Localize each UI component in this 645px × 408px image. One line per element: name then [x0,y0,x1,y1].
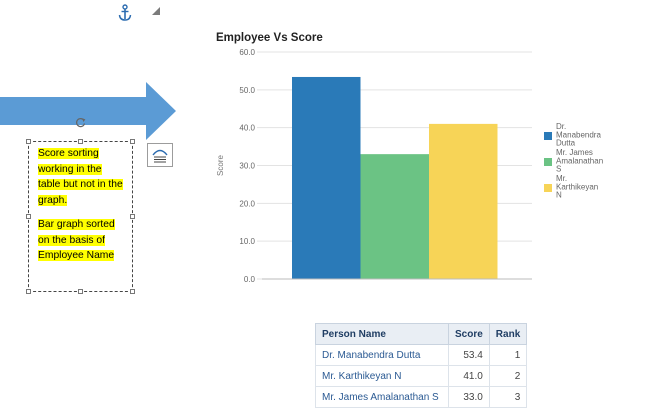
legend-label: Dr. [556,122,566,131]
legend-swatch [544,158,552,166]
note-paragraph-2: Bar graph sorted on the basis of Employe… [38,219,115,261]
cell-score: 41.0 [448,365,490,387]
cell-score: 33.0 [448,386,490,408]
legend-label: N [556,191,562,200]
legend-label: Manabendra [556,130,601,139]
bar [292,76,361,279]
layout-options-button[interactable] [147,143,173,167]
resize-handle-bl[interactable] [26,289,31,294]
y-tick-label: 0.0 [244,275,256,284]
y-tick-label: 40.0 [239,124,255,133]
resize-handle-mr[interactable] [130,214,135,219]
legend-swatch [544,184,552,192]
legend-label: Mr. James [556,148,593,157]
y-tick-label: 20.0 [239,199,255,208]
cell-person-name: Dr. Manabendra Dutta [315,344,449,366]
arrow-shape[interactable] [0,82,176,140]
y-tick-label: 50.0 [239,86,255,95]
legend-label: Mr. [556,174,567,183]
cell-score: 53.4 [448,344,490,366]
column-header-rank[interactable]: Rank [488,323,528,345]
bar [360,154,429,279]
legend-label: Dutta [556,139,576,148]
layout-options-icon [152,149,168,163]
column-header-score[interactable]: Score [448,323,490,345]
resize-handle-bm[interactable] [78,289,83,294]
score-table: Person Name Score Rank Dr. Manabendra Du… [315,323,528,408]
anchor-icon[interactable] [117,4,133,22]
y-tick-label: 60.0 [239,48,255,57]
resize-handle-ml[interactable] [26,214,31,219]
table-row: Mr. James Amalanathan S 33.0 3 [315,386,528,408]
chart-title: Employee Vs Score [216,32,323,44]
cell-person-name: Mr. James Amalanathan S [315,386,449,408]
rotate-handle-icon[interactable] [75,117,86,128]
legend-label: Amalanathan [556,156,603,165]
bar-chart: 0.0 10.0 20.0 30.0 40.0 50.0 60.0 Score Dr.Manab… [216,48,603,284]
resize-handle-br[interactable] [130,289,135,294]
table-row: Mr. Karthikeyan N 41.0 2 [315,365,528,387]
table-row: Dr. Manabendra Dutta 53.4 1 [315,344,528,366]
bar [429,123,498,279]
cell-rank: 2 [488,365,528,387]
y-tick-label: 10.0 [239,237,255,246]
cell-person-name: Mr. Karthikeyan N [315,365,449,387]
legend-swatch [544,132,552,140]
legend-label: Karthikeyan [556,182,598,191]
column-header-person-name[interactable]: Person Name [315,323,449,345]
resize-handle-tr[interactable] [130,139,135,144]
resize-handle-tm[interactable] [78,139,83,144]
y-tick-label: 30.0 [239,162,255,171]
cell-rank: 1 [488,344,528,366]
resize-corner-icon [152,7,160,15]
note-textbox[interactable]: Score sorting working in the table but n… [26,139,135,294]
cell-rank: 3 [488,386,528,408]
resize-handle-tl[interactable] [26,139,31,144]
y-axis-label: Score [216,155,225,176]
note-paragraph-1: Score sorting working in the table but n… [38,148,123,206]
legend-label: S [556,165,561,174]
